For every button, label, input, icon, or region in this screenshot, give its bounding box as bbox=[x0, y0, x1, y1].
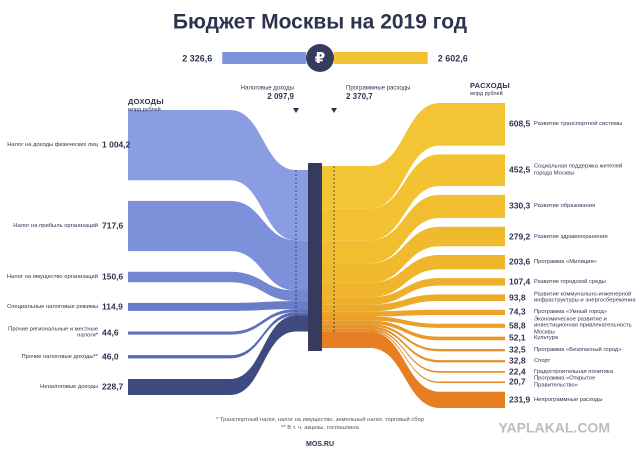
source: MOS.RU bbox=[306, 441, 334, 448]
chart-title: Бюджет Москвы на 2019 год bbox=[173, 11, 467, 34]
expense-flow bbox=[322, 309, 505, 317]
annotation-value: 2 097,9 bbox=[267, 92, 294, 101]
expense-name: Социальная поддержка жителей города Моск… bbox=[534, 163, 623, 177]
watermark: YAPLAKAL.COM bbox=[499, 420, 611, 436]
expense-name: Программа «Открытое Правительство» bbox=[534, 375, 596, 389]
income-flow bbox=[128, 301, 308, 311]
expense-header: РАСХОДЫ bbox=[470, 81, 511, 90]
annotation-text: Налоговые доходы bbox=[241, 86, 294, 92]
expense-unit: млрд рублей bbox=[470, 91, 503, 97]
income-value: 228,7 bbox=[102, 381, 124, 392]
income-name: Прочие региональные и местные налоги* bbox=[8, 326, 98, 340]
expense-flow bbox=[322, 154, 505, 241]
expense-value: 608,5 bbox=[509, 118, 531, 129]
expense-value: 52,1 bbox=[509, 332, 526, 343]
expense-name: Программа «Безопасный город» bbox=[534, 347, 622, 353]
expense-name: Культура bbox=[534, 335, 559, 342]
income-unit: млрд рублей bbox=[128, 107, 161, 113]
expense-value: 22,4 bbox=[509, 366, 526, 377]
expense-value: 74,3 bbox=[509, 306, 526, 317]
expense-total-bar bbox=[334, 52, 428, 64]
expense-name: Развитие городской среды bbox=[534, 278, 606, 285]
annotation-marker bbox=[331, 108, 337, 113]
expense-flow bbox=[322, 194, 505, 264]
expense-name: Непрограммные расходы bbox=[534, 396, 603, 403]
expense-name: Градостроительная политика bbox=[534, 368, 613, 375]
expense-flow bbox=[322, 278, 505, 305]
income-value: 1 004,2 bbox=[102, 139, 131, 150]
expense-value: 330,3 bbox=[509, 200, 531, 211]
expense-name: Программа «Умный город» bbox=[534, 309, 607, 316]
income-flow bbox=[128, 110, 308, 241]
expense-name: Развитие здравоохранения bbox=[534, 233, 608, 240]
income-name: Неналоговые доходы bbox=[40, 383, 98, 390]
income-value: 44,6 bbox=[102, 327, 119, 338]
ruble-icon bbox=[306, 44, 334, 72]
income-total-label: 2 326,6 bbox=[182, 53, 212, 63]
expense-value: 231,9 bbox=[509, 394, 531, 405]
income-name: Прочие налоговые доходы** bbox=[21, 353, 99, 360]
expense-value: 32,8 bbox=[509, 355, 526, 366]
income-name: Налог на доходы физических лиц bbox=[7, 141, 98, 148]
expense-flow bbox=[322, 316, 505, 328]
income-name: Специальные налоговые режимы bbox=[7, 303, 98, 310]
ruble-sign: ₽ bbox=[315, 50, 325, 67]
expense-value: 93,8 bbox=[509, 292, 526, 302]
income-value: 114,9 bbox=[102, 301, 123, 312]
annotation-value: 2 370,7 bbox=[346, 92, 373, 101]
income-value: 150,6 bbox=[102, 271, 124, 282]
footnote: ** В т. ч. акцизы, госпошлина bbox=[281, 425, 359, 431]
footnote: * Транспортный налог, налог на имущество… bbox=[216, 417, 424, 423]
income-flow bbox=[128, 315, 308, 395]
expense-value: 452,5 bbox=[509, 164, 531, 175]
income-total-bar bbox=[222, 52, 306, 64]
expense-flow bbox=[322, 320, 505, 341]
expense-value: 20,7 bbox=[509, 376, 526, 387]
income-value: 46,0 bbox=[102, 351, 119, 362]
expense-name: Программа «Милиция» bbox=[534, 259, 597, 265]
expense-value: 58,8 bbox=[509, 320, 526, 331]
expense-name: Развитие образования bbox=[534, 203, 596, 210]
expense-value: 279,2 bbox=[509, 230, 531, 241]
expense-flow bbox=[322, 331, 505, 408]
expense-name: Развитие коммунально-инженерной инфрастр… bbox=[534, 291, 636, 304]
income-flow bbox=[128, 271, 308, 302]
expense-flow bbox=[322, 103, 505, 209]
income-name: Налог на имущество организаций bbox=[6, 273, 98, 280]
income-value: 717,6 bbox=[102, 220, 124, 231]
income-header: ДОХОДЫ bbox=[128, 97, 164, 106]
annotation-text: Программные расходы bbox=[346, 86, 410, 92]
expense-total-label: 2 602,6 bbox=[438, 53, 468, 63]
expense-flow bbox=[322, 294, 505, 312]
expense-value: 32,5 bbox=[509, 344, 526, 355]
income-name: Налог на прибыль организаций bbox=[13, 222, 98, 229]
center-column bbox=[308, 163, 322, 351]
expense-flow bbox=[322, 226, 505, 283]
expense-value: 203,6 bbox=[509, 256, 531, 267]
annotation-marker bbox=[293, 108, 299, 113]
expense-flow bbox=[322, 255, 505, 298]
expense-name: Спорт bbox=[534, 358, 551, 365]
income-flow bbox=[128, 200, 308, 291]
expense-value: 107,4 bbox=[509, 276, 531, 287]
expense-name: Развитие транспортной системы bbox=[534, 121, 623, 128]
income-flow bbox=[128, 309, 308, 335]
expense-name: Экономическое развитие и инвестиционная … bbox=[534, 316, 632, 335]
